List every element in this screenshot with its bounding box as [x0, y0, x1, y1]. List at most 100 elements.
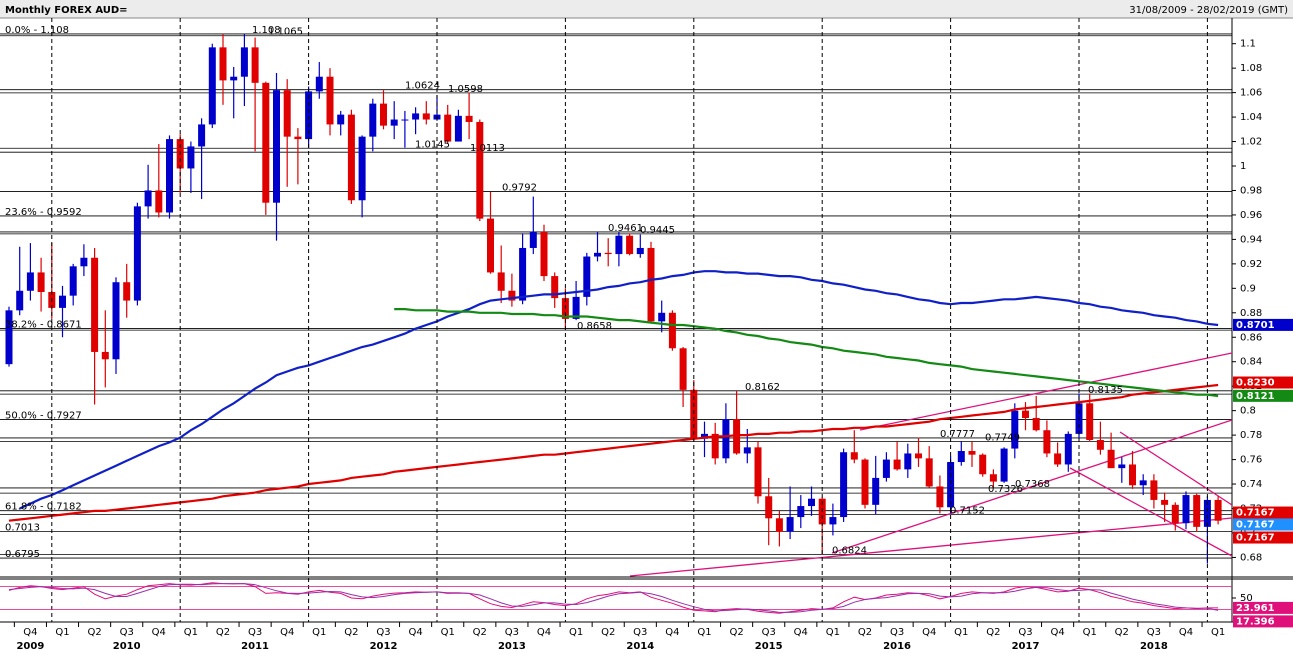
candle-body: [1193, 495, 1201, 527]
candle-body: [5, 310, 13, 365]
price-tag-label: 0.8230: [1236, 378, 1275, 389]
candle-body: [326, 76, 334, 125]
candle-body: [668, 312, 676, 349]
candle-body: [519, 247, 527, 301]
candle-body: [476, 121, 484, 219]
price-annotation: 1.108: [252, 25, 281, 36]
x-tick-label: Q2: [858, 627, 872, 638]
candle-body: [904, 453, 912, 470]
x-tick-label: Q1: [184, 627, 198, 638]
fib-label: 0.0% - 1.108: [5, 25, 69, 36]
candle-body: [829, 517, 837, 525]
candle-body: [1129, 464, 1136, 486]
price-annotation: 0.8162: [745, 382, 780, 393]
y-tick-label: 0.98: [1240, 185, 1262, 196]
candle-body: [1161, 499, 1169, 505]
candle-body: [861, 459, 869, 505]
year-label: 2015: [755, 641, 783, 652]
candle-body: [1032, 417, 1040, 431]
candle-body: [647, 247, 655, 322]
candle-body: [487, 218, 494, 273]
candle-body: [594, 252, 601, 257]
price-tag: [1233, 389, 1293, 402]
x-tick-label: Q1: [1083, 627, 1097, 638]
y-tick-label: 0.9: [1240, 283, 1256, 294]
x-tick-label: Q4: [23, 627, 37, 638]
y-tick-label: 0.74: [1240, 479, 1262, 490]
candle-body: [80, 257, 88, 267]
candle-body: [166, 139, 173, 213]
line: [8, 383, 1219, 522]
y-tick-label: 0.86: [1240, 332, 1262, 343]
x-tick-label: Q2: [601, 627, 615, 638]
trend-line: [859, 352, 1232, 431]
candle-body: [701, 433, 708, 439]
candle-body: [722, 419, 730, 459]
y-tick-label: 0.84: [1240, 357, 1262, 368]
candle-body: [305, 91, 313, 140]
line: [19, 270, 1219, 510]
price-tag: [1233, 318, 1293, 331]
candle-body: [412, 113, 420, 120]
y-tick-label: 0.68: [1240, 552, 1262, 563]
candle-body: [273, 90, 280, 203]
candle-body: [1043, 430, 1051, 454]
candle-body: [294, 136, 302, 140]
y-tick-label: 1.06: [1240, 88, 1262, 99]
x-tick-label: Q1: [569, 627, 583, 638]
x-tick-label: Q3: [890, 627, 904, 638]
candle-body: [37, 272, 45, 292]
x-tick-label: Q1: [55, 627, 69, 638]
x-tick-label: Q3: [1018, 627, 1032, 638]
price-annotation: 1.0624: [405, 81, 440, 92]
indicator-tag: [1233, 615, 1293, 628]
x-tick-label: Q2: [729, 627, 743, 638]
price-annotation: 0.8135: [1088, 385, 1123, 396]
price-annotation: 0.6795: [5, 549, 40, 560]
candle-body: [358, 136, 366, 201]
price-annotation: 0.7777: [940, 429, 975, 440]
indicator-tag-label: 17.396: [1236, 616, 1275, 627]
trend-line: [1069, 467, 1232, 557]
candle-body: [1214, 499, 1222, 521]
candle-body: [711, 433, 719, 459]
x-tick-label: Q2: [1115, 627, 1129, 638]
x-tick-label: Q2: [87, 627, 101, 638]
price-annotation: 0.6824: [832, 545, 867, 556]
x-tick-label: Q4: [794, 627, 808, 638]
line: [8, 582, 1219, 614]
price-tag-label: 0.8701: [1236, 320, 1275, 331]
price-annotation: 0.8658: [577, 321, 612, 332]
candle-body: [882, 459, 890, 478]
x-tick-label: Q3: [633, 627, 647, 638]
candle-body: [636, 247, 644, 255]
candle-body: [743, 447, 751, 454]
price-tag: [1233, 531, 1293, 544]
x-tick-label: Q4: [1050, 627, 1064, 638]
indicator-tick-label: 50: [1240, 593, 1253, 604]
candle-body: [936, 486, 944, 508]
x-tick-label: Q4: [1179, 627, 1193, 638]
x-tick-label: Q4: [408, 627, 422, 638]
candle-body: [347, 114, 355, 201]
candle-body: [283, 90, 291, 137]
x-tick-label: Q3: [505, 627, 519, 638]
candle-body: [454, 115, 462, 142]
candle-body: [540, 232, 548, 277]
candle-body: [422, 113, 430, 120]
price-tag: [1233, 506, 1293, 519]
candle-body: [69, 266, 77, 296]
candle-body: [797, 506, 805, 518]
candle-body: [144, 190, 152, 207]
candle-body: [840, 452, 848, 518]
candle-body: [1022, 410, 1029, 418]
year-label: 2017: [1012, 641, 1040, 652]
candle-body: [251, 47, 259, 83]
candle-body: [968, 451, 976, 455]
x-tick-label: Q2: [473, 627, 487, 638]
y-tick-label: 1.02: [1240, 137, 1262, 148]
x-tick-label: Q4: [152, 627, 166, 638]
candle-body: [1096, 440, 1104, 450]
